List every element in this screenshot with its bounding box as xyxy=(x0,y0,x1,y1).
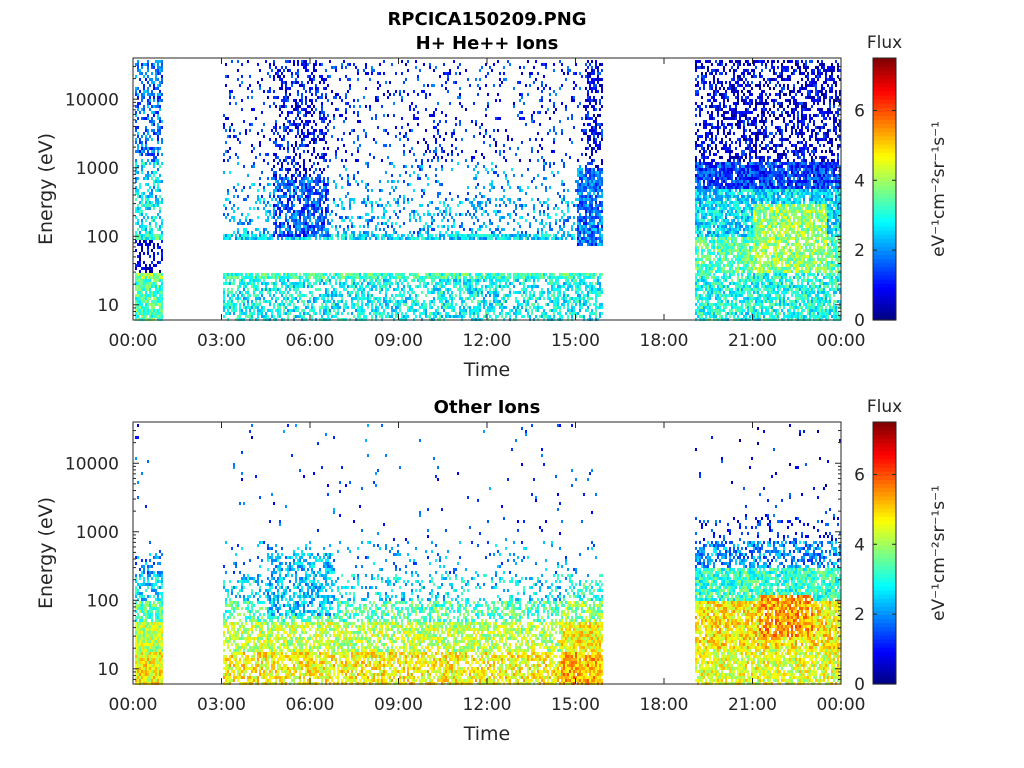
colorbar-label: eV⁻¹cm⁻²sr⁻¹s⁻¹ xyxy=(929,485,949,621)
x-tick-label: 06:00 xyxy=(286,695,335,715)
figure-title: RPCICA150209.PNG xyxy=(387,9,586,30)
colorbar-tick-label: 2 xyxy=(854,241,865,261)
y-tick-label: 10 xyxy=(97,660,119,680)
x-tick-label: 18:00 xyxy=(640,331,689,351)
y-tick-label: 100 xyxy=(87,227,119,247)
x-tick-label: 00:00 xyxy=(817,695,866,715)
spectrogram xyxy=(135,60,841,321)
colorbar-tick-label: 6 xyxy=(854,101,865,121)
y-tick-label: 100 xyxy=(87,591,119,611)
colorbar-title: Flux xyxy=(867,33,902,53)
x-tick-label: 00:00 xyxy=(109,331,158,351)
panel-title: Other Ions xyxy=(434,397,541,418)
colorbar-frame xyxy=(872,57,897,321)
x-tick-label: 03:00 xyxy=(197,695,246,715)
x-tick-label: 12:00 xyxy=(463,695,512,715)
colorbar: 0 2 4 6 Flux eV⁻¹cm⁻²sr⁻¹s⁻¹ xyxy=(854,397,949,695)
y-tick-label: 1000 xyxy=(76,523,119,543)
y-axis-label: Energy (eV) xyxy=(35,133,57,245)
colorbar-label: eV⁻¹cm⁻²sr⁻¹s⁻¹ xyxy=(929,121,949,257)
spectrogram xyxy=(135,424,841,685)
x-tick-label: 06:00 xyxy=(286,331,335,351)
y-tick-label: 10000 xyxy=(65,454,119,474)
x-tick-label: 12:00 xyxy=(463,331,512,351)
y-tick-label: 10 xyxy=(97,296,119,316)
panel-1: H+ He++ Ions 00:00 03:00 06:00 09:00 12:00 15:… xyxy=(35,33,949,381)
y-tick-label: 1000 xyxy=(76,159,119,179)
x-tick-label: 00:00 xyxy=(109,695,158,715)
x-tick-label: 21:00 xyxy=(728,331,777,351)
x-axis-label: Time xyxy=(463,723,511,745)
panel-title: H+ He++ Ions xyxy=(416,33,559,54)
panel-2: Other Ions 00:00 03:00 06:00 09:00 12:00 15:00… xyxy=(35,397,949,745)
x-tick-label: 09:00 xyxy=(374,331,423,351)
x-tick-label: 15:00 xyxy=(551,695,600,715)
colorbar-tick-label: 0 xyxy=(854,675,865,695)
x-tick-label: 03:00 xyxy=(197,331,246,351)
colorbar-tick-label: 6 xyxy=(854,465,865,485)
x-tick-label: 09:00 xyxy=(374,695,423,715)
colorbar-title: Flux xyxy=(867,397,902,417)
y-axis-label: Energy (eV) xyxy=(35,497,57,609)
colorbar-tick-label: 2 xyxy=(854,605,865,625)
colorbar-tick-label: 0 xyxy=(854,311,865,331)
x-axis-label: Time xyxy=(463,359,511,381)
x-tick-label: 15:00 xyxy=(551,331,600,351)
colorbar-frame xyxy=(872,421,897,685)
x-tick-label: 18:00 xyxy=(640,695,689,715)
x-tick-label: 21:00 xyxy=(728,695,777,715)
x-tick-label: 00:00 xyxy=(817,331,866,351)
colorbar-tick-label: 4 xyxy=(854,535,865,555)
colorbar: 0 2 4 6 Flux eV⁻¹cm⁻²sr⁻¹s⁻¹ xyxy=(854,33,949,331)
colorbar-tick-label: 4 xyxy=(854,171,865,191)
y-tick-label: 10000 xyxy=(65,90,119,110)
